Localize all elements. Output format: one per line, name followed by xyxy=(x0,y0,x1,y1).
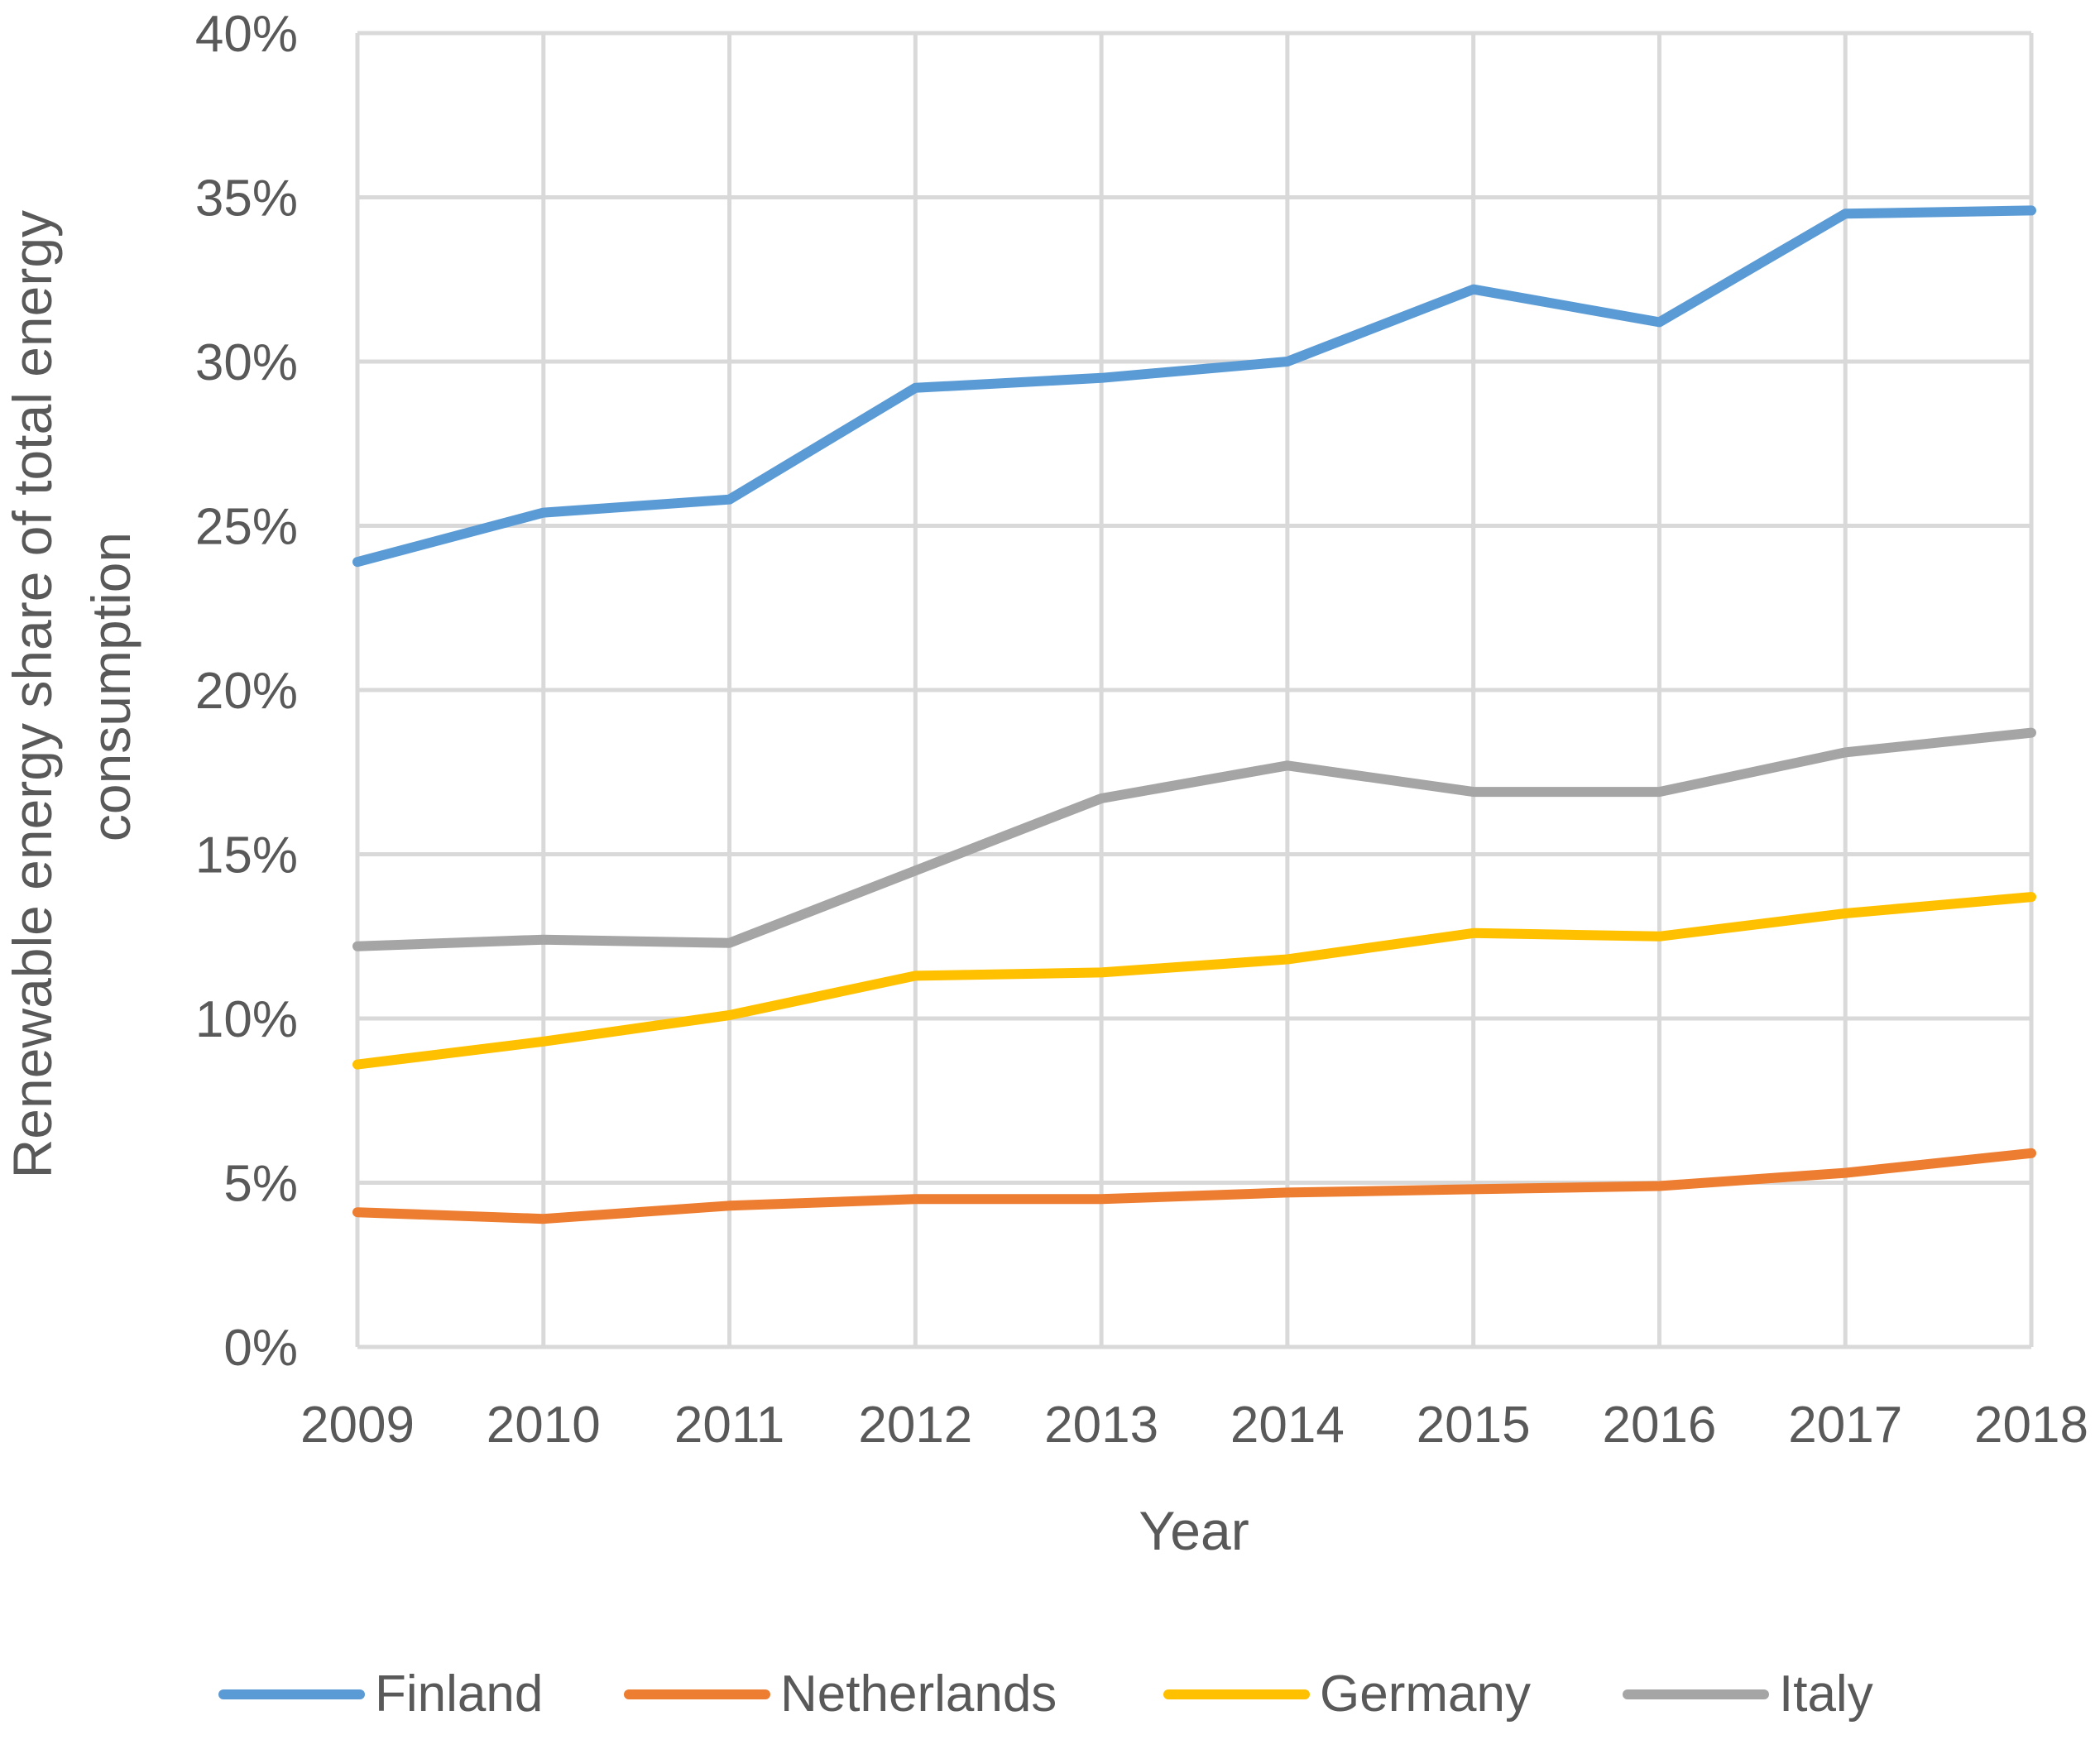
legend-label-germany: Germany xyxy=(1320,1665,1531,1723)
x-tick-label: 2014 xyxy=(1230,1397,1345,1454)
gridlines xyxy=(355,31,2034,1349)
y-tick-label: 20% xyxy=(195,663,298,720)
series-line-finland xyxy=(352,205,2036,568)
x-tick-label: 2011 xyxy=(674,1397,784,1454)
y-tick-label: 0% xyxy=(223,1320,298,1377)
x-tick-label: 2013 xyxy=(1044,1397,1158,1454)
y-tick-label: 15% xyxy=(195,827,298,884)
x-tick-label: 2017 xyxy=(1788,1397,1902,1454)
x-tick-label: 2010 xyxy=(487,1397,601,1454)
series-line-netherlands xyxy=(352,1148,2036,1224)
x-tick-label: 2016 xyxy=(1602,1397,1716,1454)
y-axis-tick-labels: 0% 5% 10% 15% 20% 25% 30% 35% 40% xyxy=(195,6,298,1377)
legend: Finland Netherlands Germany Italy xyxy=(218,1665,1873,1723)
y-tick-label: 40% xyxy=(195,6,298,63)
y-axis-title-line-2: consumption xyxy=(80,532,141,841)
x-tick-label: 2018 xyxy=(1974,1397,2088,1454)
y-tick-label: 35% xyxy=(195,170,298,228)
x-tick-label: 2009 xyxy=(300,1397,415,1454)
x-tick-label: 2015 xyxy=(1417,1397,1531,1454)
x-tick-label: 2012 xyxy=(858,1397,972,1454)
series-line-germany xyxy=(352,892,2036,1070)
series-line-italy xyxy=(352,727,2036,951)
y-tick-label: 30% xyxy=(195,334,298,391)
y-tick-label: 5% xyxy=(223,1156,298,1213)
x-axis-title: Year xyxy=(1139,1500,1249,1561)
legend-label-italy: Italy xyxy=(1779,1665,1873,1723)
x-axis-tick-labels: 2009 2010 2011 2012 2013 2014 2015 2016 2017 2018 xyxy=(300,1397,2088,1454)
series-lines xyxy=(352,205,2036,1224)
legend-label-finland: Finland xyxy=(375,1665,543,1723)
y-axis-title: Renewable energy share of total energy c… xyxy=(2,195,141,1179)
legend-label-netherlands: Netherlands xyxy=(780,1665,1057,1723)
y-tick-label: 10% xyxy=(195,991,298,1048)
y-axis-title-line-1: Renewable energy share of total energy xyxy=(2,210,63,1178)
y-tick-label: 25% xyxy=(195,499,298,556)
